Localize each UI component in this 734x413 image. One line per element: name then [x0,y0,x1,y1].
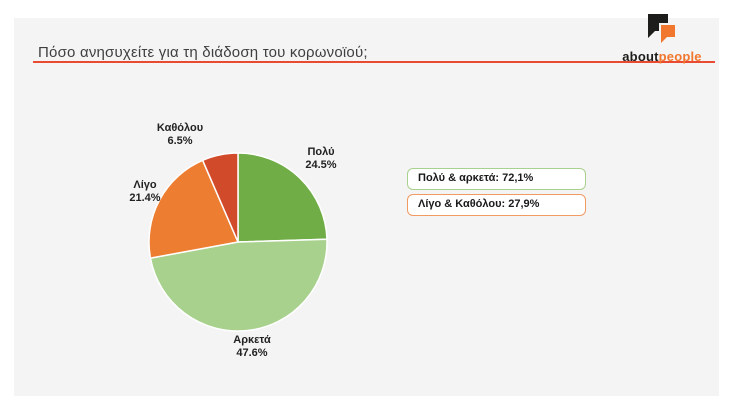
header-divider [33,61,715,63]
slice-value: 6.5% [167,135,193,147]
logo-word-about: about [622,49,659,64]
pie-slice-Καθόλου [201,152,239,243]
summary-box-worried: Πολύ & αρκετά: 72,1% [407,168,586,190]
slice-value: 47.6% [236,347,268,359]
slice-value: 21.4% [129,192,161,204]
pie-slice-Λίγο [148,159,239,259]
slice-name: Λίγο [133,179,157,191]
speech-bubbles-icon [648,14,677,45]
slice-label-ligo: Λίγο 21.4% [100,179,190,205]
slice-label-poly: Πολύ 24.5% [276,146,366,172]
slice-label-katholou: Καθόλου 6.5% [135,122,225,148]
slice-value: 24.5% [305,159,337,171]
page-title: Πόσο ανησυχείτε για τη διάδοση του κορων… [38,44,368,61]
pie-slice-Αρκετά [149,238,328,332]
summary-box-not-worried: Λίγο & Καθόλου: 27,9% [407,194,586,216]
slice-name: Αρκετά [233,334,271,346]
pie-chart [124,128,352,356]
pie-slice-Πολύ [237,152,328,243]
slice-name: Πολύ [307,146,335,158]
pie-svg [148,152,328,332]
slide-card: Πόσο ανησυχείτε για τη διάδοση του κορων… [14,14,719,396]
logo-wordmark: aboutpeople [607,49,717,64]
aboutpeople-logo: aboutpeople [607,12,717,64]
slice-label-arketa: Αρκετά 47.6% [207,334,297,360]
logo-word-people: people [658,49,702,64]
slice-name: Καθόλου [156,122,204,134]
